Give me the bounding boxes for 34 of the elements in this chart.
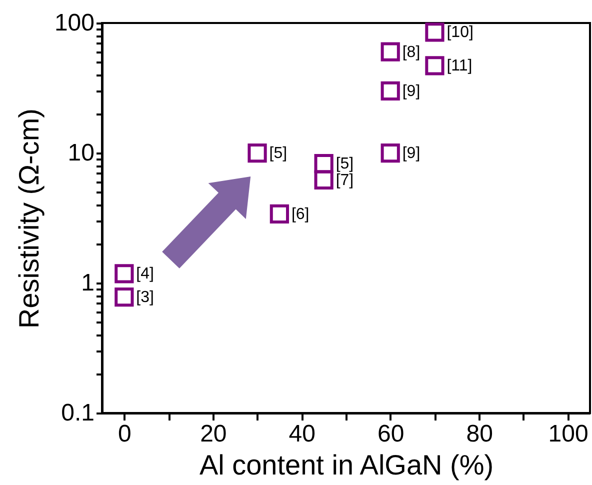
x-tick-label: 20 — [200, 420, 227, 448]
annotation: [5] — [336, 156, 354, 173]
annotation: [11] — [446, 58, 472, 75]
annotation: [9] — [402, 145, 420, 162]
point — [314, 154, 334, 174]
x-tick-label: 80 — [466, 420, 493, 448]
point — [380, 81, 400, 101]
point — [380, 42, 400, 62]
y-tick-label: 0.1 — [61, 400, 94, 426]
annotation: [10] — [446, 24, 474, 42]
annotation: [5] — [269, 145, 288, 162]
annotation: [7] — [336, 172, 354, 189]
point — [425, 56, 444, 76]
x-tick-label: 40 — [288, 420, 316, 448]
x-axis-title: Al content in AlGaN (%) — [199, 450, 494, 480]
annotation: [3] — [136, 289, 154, 306]
point — [114, 264, 134, 284]
x-tick-label: 60 — [378, 420, 404, 448]
point — [248, 143, 267, 163]
y-tick-label: 1 — [81, 270, 94, 296]
y-tick-label: 10 — [68, 140, 94, 166]
x-tick-label: 0 — [118, 420, 132, 448]
annotation: [6] — [291, 206, 310, 223]
point — [114, 287, 134, 307]
annotation: [4] — [136, 266, 154, 283]
annotation: [9] — [402, 82, 420, 100]
y-axis-title: Resistivity (Ω-cm) — [13, 108, 44, 329]
point — [314, 170, 334, 190]
point — [425, 22, 444, 42]
x-tick-label: 100 — [548, 420, 588, 448]
annotation: [8] — [402, 44, 420, 61]
point — [270, 204, 290, 224]
point — [380, 143, 400, 163]
y-tick-label: 100 — [54, 10, 94, 36]
